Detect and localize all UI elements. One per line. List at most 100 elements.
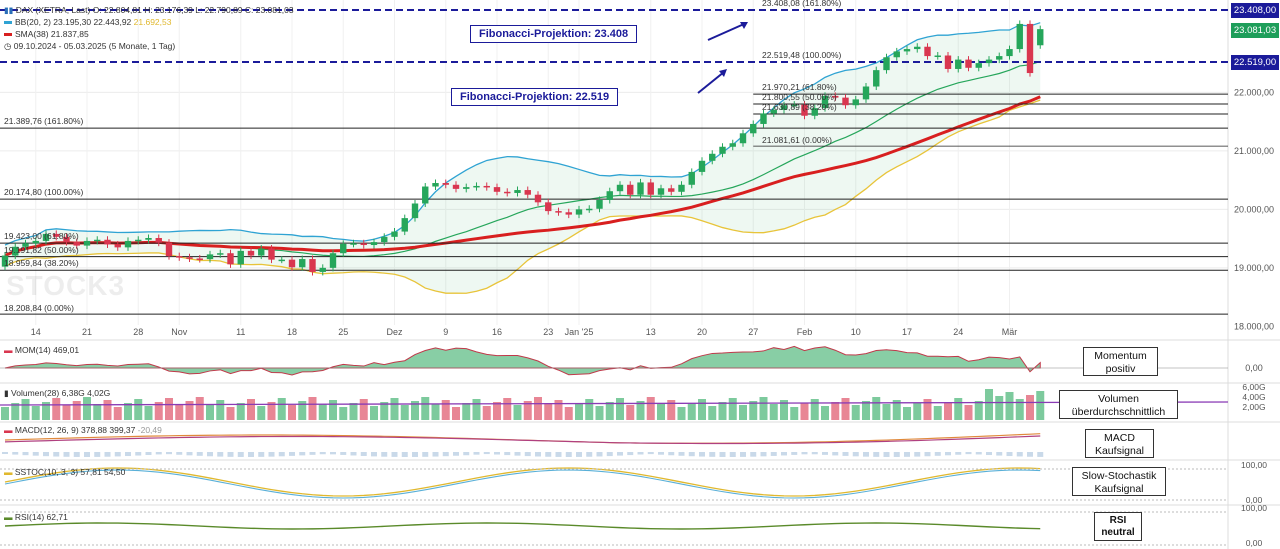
- macd-hist: [22, 452, 29, 456]
- xtick-label: 25: [338, 327, 348, 337]
- volume-bar: [780, 400, 788, 420]
- macd-hist: [412, 452, 418, 457]
- candle: [53, 233, 60, 237]
- candle: [596, 199, 603, 209]
- candle: [196, 258, 203, 260]
- watermark: STOCK3: [6, 270, 126, 301]
- chart-icon: ▮▮: [4, 5, 16, 15]
- candle: [370, 242, 378, 246]
- volume-bar: [42, 402, 50, 420]
- callout-volumen: Volumen überdurchschnittlich: [1059, 390, 1178, 419]
- xtick-label: 14: [31, 327, 41, 337]
- macd-hist: [289, 452, 295, 456]
- candle: [688, 171, 695, 185]
- macd-hist: [565, 452, 572, 457]
- callout-macd: MACD Kaufsignal: [1085, 429, 1154, 458]
- candle: [83, 240, 91, 246]
- candle: [422, 186, 429, 204]
- volume-bar: [1036, 391, 1045, 420]
- volume-bar: [329, 400, 337, 420]
- macd-hist: [258, 452, 265, 457]
- candle: [791, 104, 798, 107]
- macd-hist: [709, 452, 716, 457]
- vol-tick: 2,00G: [1242, 402, 1265, 412]
- fib2-100: 22.519,48 (100.00%): [762, 50, 842, 60]
- candle: [114, 244, 121, 248]
- candle: [165, 242, 173, 257]
- stoch-d: [4, 469, 1041, 499]
- fib2-1618: 23.408,08 (161.80%): [762, 0, 842, 8]
- candle: [42, 233, 50, 241]
- macd-hist: [955, 452, 962, 455]
- candle: [401, 218, 408, 232]
- macd-hist: [453, 452, 459, 456]
- xtick-label: 13: [646, 327, 656, 337]
- volume-bar: [995, 396, 1004, 420]
- candle: [821, 95, 829, 109]
- macd-hist: [596, 452, 603, 457]
- candle: [463, 187, 470, 189]
- candle: [883, 57, 890, 71]
- candle: [268, 248, 275, 260]
- macd-hist: [914, 452, 921, 457]
- volume-bar: [1015, 399, 1024, 420]
- volume-bar: [841, 398, 850, 420]
- candle: [709, 153, 716, 161]
- volume-bar: [728, 398, 737, 420]
- candle: [32, 240, 39, 244]
- macd-hist: [104, 452, 111, 457]
- volume-bar: [144, 406, 153, 420]
- volume-bar: [493, 402, 501, 420]
- volume-bar: [554, 400, 563, 420]
- candle: [411, 203, 419, 219]
- volume-bar: [390, 398, 399, 420]
- volume-bar: [267, 402, 276, 420]
- macd-hist: [883, 452, 890, 457]
- candle: [955, 59, 962, 69]
- callout-momentum: Momentum positiv: [1083, 347, 1158, 376]
- candle: [1037, 29, 1044, 46]
- macd-hist: [719, 452, 726, 457]
- macd-hist: [627, 452, 634, 456]
- sma-line: [4, 95, 1041, 257]
- volume-bar: [605, 402, 614, 420]
- candle: [12, 246, 19, 256]
- arrows: [697, 22, 748, 94]
- macd-hist: [822, 452, 828, 455]
- fib1-50: 19.191,82 (50.00%): [4, 245, 79, 255]
- candle: [1016, 23, 1023, 50]
- candle: [1026, 23, 1034, 74]
- candle: [1006, 49, 1013, 57]
- volume-bar: [585, 399, 594, 420]
- volume-bar: [636, 401, 645, 420]
- volume-bar: [298, 401, 307, 420]
- volume-bar: [575, 403, 583, 420]
- fib2-618: 21.970,21 (61.80%): [762, 82, 837, 92]
- price-tag-top: 23.408,00: [1231, 3, 1279, 18]
- volume-bar: [472, 399, 481, 420]
- volume-bar: [216, 400, 225, 420]
- volume-bar: [277, 398, 286, 420]
- candle: [637, 182, 644, 195]
- macd-hist: [299, 452, 306, 456]
- macd-hist: [360, 452, 367, 456]
- candle: [862, 86, 870, 100]
- volume-bar: [134, 399, 143, 420]
- candle: [924, 46, 931, 57]
- volume-bar: [933, 406, 942, 420]
- macd-hist: [227, 452, 234, 457]
- candle: [504, 191, 511, 194]
- candle: [278, 259, 285, 262]
- xtick-label: 10: [851, 327, 861, 337]
- macd-hist: [729, 452, 736, 457]
- macd-hist: [473, 452, 480, 455]
- macd-hist: [699, 452, 705, 457]
- stoc-tick: 0,00: [1246, 495, 1263, 505]
- xtick-label: 27: [748, 327, 758, 337]
- macd-signal: [4, 435, 1041, 445]
- volume-bar: [113, 407, 122, 420]
- macd-hist: [2, 452, 8, 454]
- macd-hist: [750, 452, 757, 457]
- candle: [903, 49, 911, 52]
- volume-bar: [800, 403, 809, 420]
